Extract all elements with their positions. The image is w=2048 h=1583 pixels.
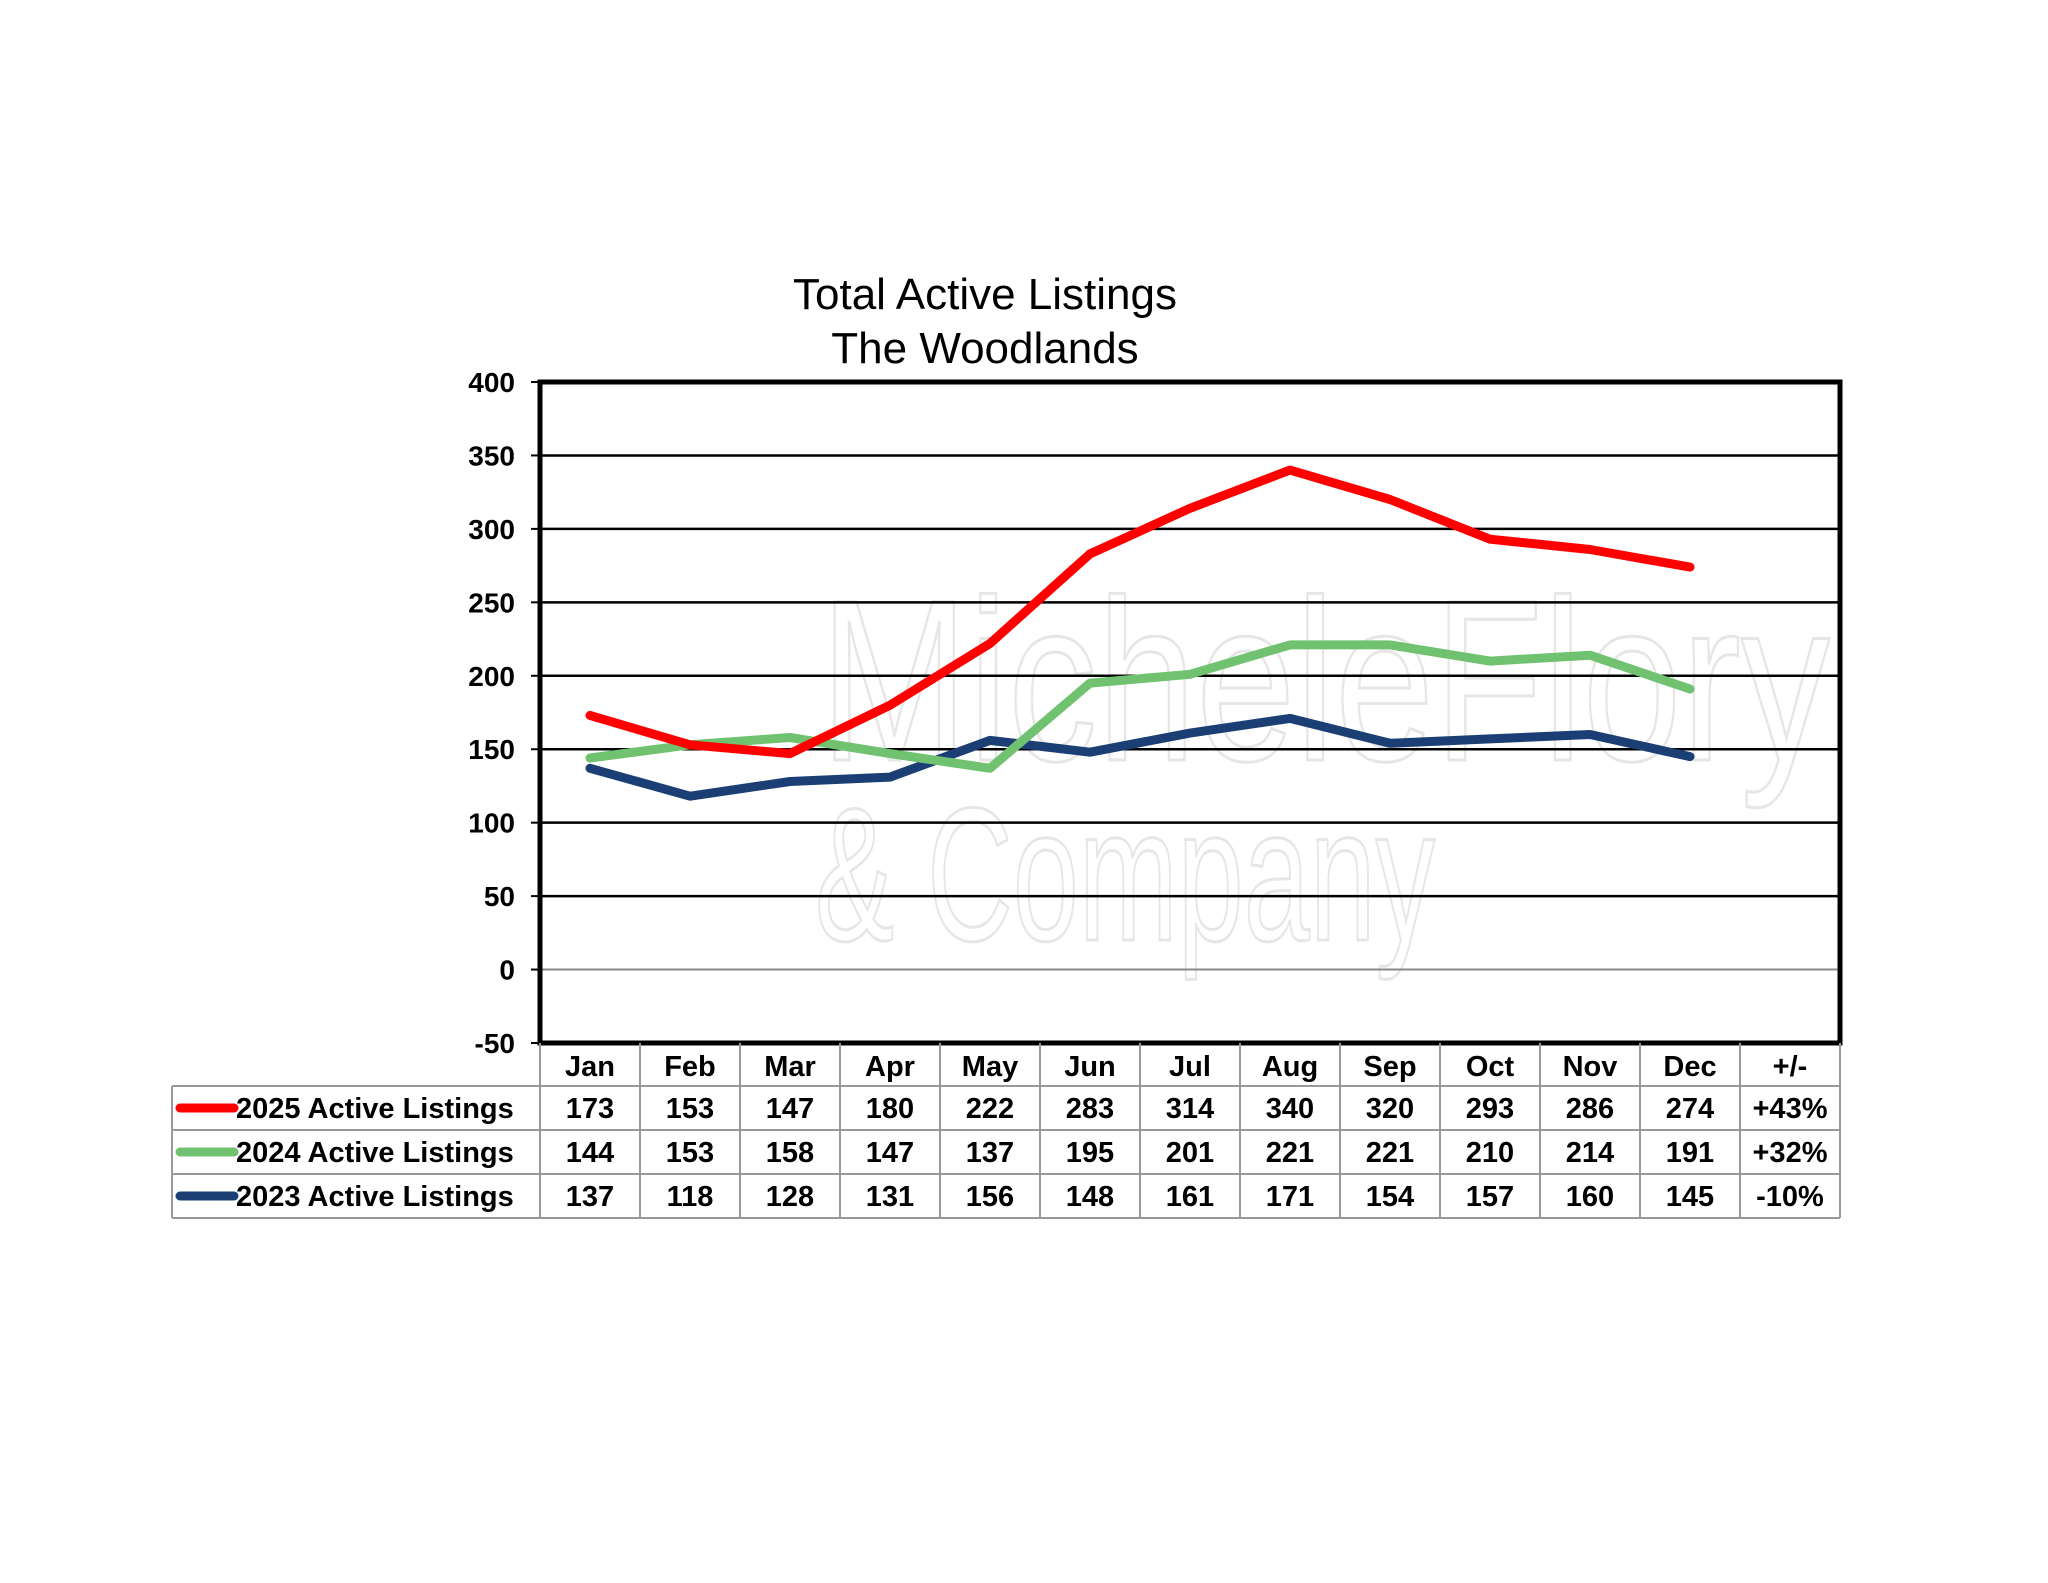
data-cell: 180 [866,1093,914,1125]
legend-label: 2025 Active Listings [236,1093,514,1125]
x-tick-label: Jun [1064,1051,1116,1083]
y-tick-label: 250 [468,587,515,618]
change-cell: -10% [1756,1181,1824,1213]
plot-border [537,379,1843,1046]
data-cell: 147 [866,1137,914,1169]
data-cell: 161 [1166,1181,1214,1213]
data-cell: 154 [1366,1181,1414,1213]
data-cell: 137 [966,1137,1014,1169]
change-cell: +32% [1753,1137,1828,1169]
y-tick-label: 300 [468,514,515,545]
data-cell: 118 [667,1181,714,1213]
x-tick-label: Mar [764,1051,816,1083]
data-cell: 222 [966,1093,1014,1125]
data-cell: 145 [1666,1181,1714,1213]
y-tick-label: 200 [468,661,515,692]
data-cell: 314 [1166,1093,1214,1125]
x-tick-label: Oct [1466,1051,1515,1083]
data-cell: 128 [766,1181,814,1213]
y-tick-label: 150 [468,734,515,765]
data-cell: 158 [766,1137,814,1169]
y-tick-label: 400 [468,367,515,398]
x-tick-label: Feb [664,1051,716,1083]
change-cell: +43% [1753,1093,1828,1125]
data-cell: 160 [1566,1181,1614,1213]
legend-label: 2024 Active Listings [236,1137,514,1169]
data-cell: 153 [666,1137,714,1169]
data-cell: 191 [1666,1137,1714,1169]
data-cell: 320 [1366,1093,1414,1125]
x-tick-label: Dec [1663,1051,1716,1083]
data-cell: 274 [1666,1093,1714,1125]
y-tick-label: 50 [484,881,515,912]
chart-subtitle: The Woodlands [831,324,1138,373]
series-line-2024 [585,640,1695,773]
series-line-2025 [585,465,1695,759]
data-cell: 147 [766,1093,814,1125]
data-cell: 144 [566,1137,614,1169]
data-cell: 195 [1066,1137,1114,1169]
x-tick-label: Aug [1262,1051,1318,1083]
data-cell: 293 [1466,1093,1514,1125]
x-tick-label: Jul [1169,1051,1211,1083]
data-cell: 137 [566,1181,614,1213]
data-cell: 286 [1566,1093,1614,1125]
x-tick-label: Jan [565,1051,615,1083]
x-tick-label: May [962,1051,1018,1083]
data-cell: 148 [1066,1181,1114,1213]
data-cell: 131 [866,1181,914,1213]
data-cell: 156 [966,1181,1014,1213]
x-tick-label: Nov [1563,1051,1618,1083]
data-cell: 201 [1166,1137,1214,1169]
y-tick-label: 100 [468,808,515,839]
data-cell: 221 [1366,1137,1414,1169]
chart-title: Total Active Listings [793,270,1177,319]
data-cell: 340 [1266,1093,1314,1125]
x-tick-label: Apr [865,1051,915,1083]
x-tick-label: +/- [1773,1051,1808,1083]
data-cell: 157 [1466,1181,1514,1213]
data-cell: 173 [566,1093,614,1125]
data-cell: 283 [1066,1093,1114,1125]
watermark-line-2: & Company [815,769,1435,981]
y-tick-label: -50 [475,1028,515,1059]
data-cell: 214 [1566,1137,1614,1169]
data-cell: 171 [1266,1181,1314,1213]
series-line-2023 [585,713,1695,801]
y-tick-label: 0 [499,955,515,986]
data-cell: 153 [666,1093,714,1125]
data-cell: 210 [1466,1137,1514,1169]
data-cell: 221 [1266,1137,1314,1169]
x-tick-label: Sep [1363,1051,1416,1083]
y-tick-label: 350 [468,440,515,471]
legend-label: 2023 Active Listings [236,1181,514,1213]
